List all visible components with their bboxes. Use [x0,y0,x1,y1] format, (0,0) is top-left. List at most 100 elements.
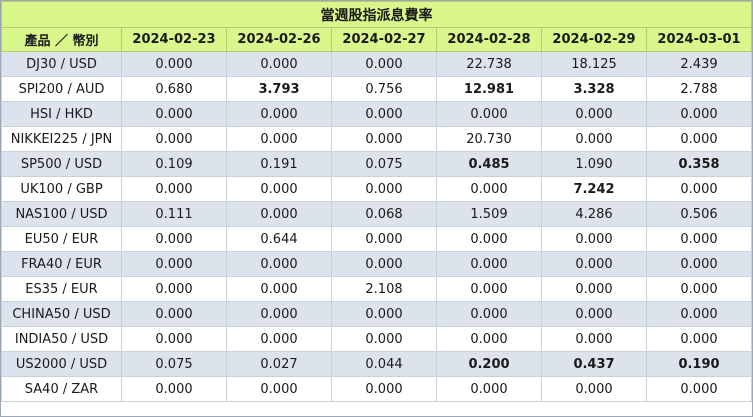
rate-value-cell: 1.090 [541,151,647,177]
rate-value-cell: 0.191 [226,151,332,177]
rate-value-cell: 0.000 [121,326,227,352]
product-name-cell: NIKKEI225 / JPN [1,126,122,152]
product-name-cell: SPI200 / AUD [1,76,122,102]
column-header-date: 2024-03-01 [645,27,753,52]
table-row: SP500 / USD 0.109 0.191 0.075 0.485 1.090 0.35… [1,151,753,177]
rate-value-cell: 0.000 [541,226,647,252]
table-row: NIKKEI225 / JPN 0.000 0.000 0.000 20.730 0.00… [1,126,753,152]
rate-value-cell: 0.000 [436,251,542,277]
rate-value-cell: 0.000 [121,251,227,277]
column-header-product: 產品 ／ 幣別 [1,27,122,52]
product-name-cell: INDIA50 / USD [1,326,122,352]
rate-value-cell: 0.000 [121,51,227,77]
product-name-cell: DJ30 / USD [1,51,122,77]
rate-value-cell: 0.000 [331,226,437,252]
rate-value-cell: 0.000 [645,101,753,127]
rate-value-cell: 0.000 [121,176,227,202]
product-name-cell: UK100 / GBP [1,176,122,202]
rate-value-cell: 0.000 [121,276,227,302]
rate-value-cell: 0.027 [226,351,332,377]
rate-value-cell: 0.075 [331,151,437,177]
table-row: EU50 / EUR 0.000 0.644 0.000 0.000 0.000 0.000 [1,226,753,252]
rate-value-cell: 0.200 [436,351,542,377]
rate-value-cell: 0.000 [226,251,332,277]
rate-value-cell: 0.506 [645,201,753,227]
rate-value-cell: 0.000 [226,176,332,202]
rate-value-cell: 2.439 [645,51,753,77]
rate-value-cell: 0.000 [541,126,647,152]
rate-value-cell: 3.328 [541,76,647,102]
rate-value-cell: 18.125 [541,51,647,77]
rate-value-cell: 0.000 [436,376,542,402]
product-name-cell: EU50 / EUR [1,226,122,252]
product-name-cell: CHINA50 / USD [1,301,122,327]
rate-value-cell: 0.485 [436,151,542,177]
rate-value-cell: 0.068 [331,201,437,227]
product-name-cell: SA40 / ZAR [1,376,122,402]
rate-value-cell: 2.788 [645,76,753,102]
rate-value-cell: 0.000 [226,51,332,77]
rate-value-cell: 0.000 [436,276,542,302]
column-header-row: 產品 ／ 幣別 2024-02-23 2024-02-26 2024-02-27… [1,27,753,52]
rate-value-cell: 0.000 [645,301,753,327]
product-name-cell: NAS100 / USD [1,201,122,227]
rate-value-cell: 12.981 [436,76,542,102]
rate-value-cell: 0.000 [226,276,332,302]
rate-value-cell: 0.000 [436,176,542,202]
rate-value-cell: 0.000 [226,201,332,227]
rate-value-cell: 0.000 [121,376,227,402]
rate-value-cell: 0.044 [331,351,437,377]
table-row: SA40 / ZAR 0.000 0.000 0.000 0.000 0.000 0.000 [1,376,753,402]
column-header-date: 2024-02-23 [121,27,227,52]
table-row: ES35 / EUR 0.000 0.000 2.108 0.000 0.000 0.000 [1,276,753,302]
product-name-cell: SP500 / USD [1,151,122,177]
rate-value-cell: 0.000 [645,251,753,277]
rate-value-cell: 3.793 [226,76,332,102]
rate-value-cell: 0.680 [121,76,227,102]
product-name-cell: FRA40 / EUR [1,251,122,277]
rate-value-cell: 0.358 [645,151,753,177]
rate-value-cell: 0.000 [226,101,332,127]
rate-value-cell: 0.109 [121,151,227,177]
table-row: SPI200 / AUD 0.680 3.793 0.756 12.981 3.328 2.… [1,76,753,102]
rate-value-cell: 0.000 [331,326,437,352]
product-name-cell: ES35 / EUR [1,276,122,302]
product-name-cell: HSI / HKD [1,101,122,127]
rate-value-cell: 0.644 [226,226,332,252]
rate-value-cell: 0.000 [645,276,753,302]
column-header-date: 2024-02-29 [541,27,647,52]
rate-value-cell: 7.242 [541,176,647,202]
rate-value-cell: 0.000 [541,301,647,327]
rate-value-cell: 0.075 [121,351,227,377]
column-header-date: 2024-02-28 [436,27,542,52]
rate-value-cell: 0.000 [436,101,542,127]
column-header-date: 2024-02-27 [331,27,437,52]
rate-value-cell: 0.000 [331,376,437,402]
table-title-row: 當週股指派息費率 [0,1,753,28]
rate-value-cell: 0.000 [331,251,437,277]
table-row: DJ30 / USD 0.000 0.000 0.000 22.738 18.125 2.4… [1,51,753,77]
table-row: INDIA50 / USD 0.000 0.000 0.000 0.000 0.000 0.… [1,326,753,352]
dividend-rate-table: 當週股指派息費率 產品 ／ 幣別 2024-02-23 2024-02-26 2… [0,1,753,402]
rate-value-cell: 0.000 [541,276,647,302]
table-row: FRA40 / EUR 0.000 0.000 0.000 0.000 0.000 0.00… [1,251,753,277]
rate-value-cell: 0.000 [331,51,437,77]
rate-value-cell: 0.000 [226,326,332,352]
product-name-cell: US2000 / USD [1,351,122,377]
rate-value-cell: 0.000 [121,301,227,327]
table-row: US2000 / USD 0.075 0.027 0.044 0.200 0.437 0.1… [1,351,753,377]
column-header-date: 2024-02-26 [226,27,332,52]
rate-value-cell: 20.730 [436,126,542,152]
rate-value-cell: 0.000 [541,376,647,402]
table-row: HSI / HKD 0.000 0.000 0.000 0.000 0.000 0.000 [1,101,753,127]
rate-value-cell: 0.000 [121,101,227,127]
rate-value-cell: 0.190 [645,351,753,377]
rate-value-cell: 0.000 [436,326,542,352]
rate-value-cell: 0.000 [645,126,753,152]
rate-value-cell: 0.000 [226,376,332,402]
rate-value-cell: 0.000 [645,376,753,402]
table-row: CHINA50 / USD 0.000 0.000 0.000 0.000 0.000 0.… [1,301,753,327]
rate-value-cell: 0.437 [541,351,647,377]
rate-value-cell: 0.000 [121,226,227,252]
